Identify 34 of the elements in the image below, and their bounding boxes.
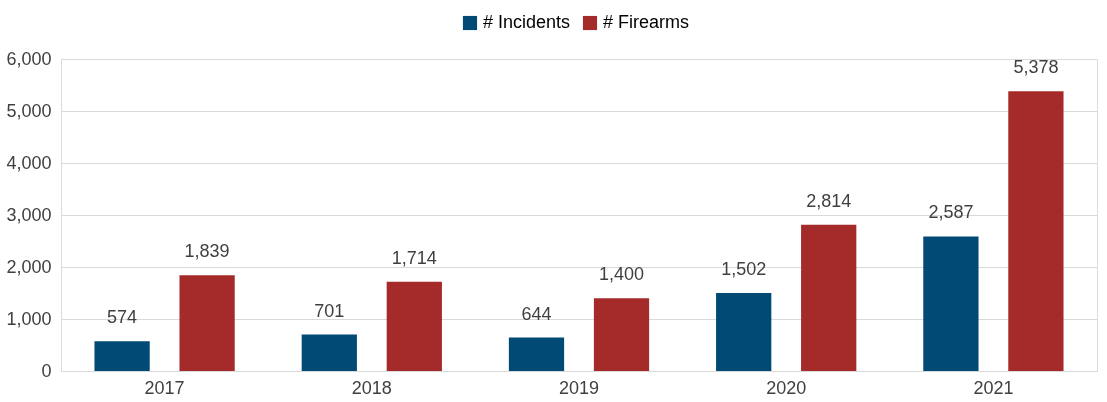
- data-label: 5,378: [1013, 57, 1059, 78]
- data-label: 644: [521, 303, 552, 324]
- x-tick-label: 2021: [973, 377, 1014, 398]
- bar: [923, 236, 979, 371]
- bar: [179, 275, 235, 371]
- bar: [716, 292, 772, 371]
- y-tick-label: 0: [41, 360, 52, 381]
- y-tick-label: 3,000: [6, 204, 52, 225]
- data-label: 2,814: [806, 190, 852, 211]
- data-label: 1,714: [391, 247, 437, 268]
- x-tick-label: 2017: [144, 377, 185, 398]
- legend-label: # Firearms: [603, 12, 690, 32]
- y-tick-label: 6,000: [6, 48, 52, 69]
- data-label: 701: [314, 300, 345, 321]
- bar: [508, 337, 565, 371]
- bar: [94, 341, 150, 371]
- data-label: 1,400: [598, 264, 645, 285]
- y-tick-label: 2,000: [6, 256, 52, 277]
- data-label: 574: [107, 307, 138, 328]
- x-tick-label: 2019: [558, 377, 600, 398]
- data-label: 1,502: [721, 258, 767, 279]
- bar: [801, 224, 857, 371]
- bar: [301, 334, 357, 371]
- y-tick-label: 4,000: [6, 152, 52, 173]
- x-tick-label: 2018: [351, 377, 392, 398]
- bar: [386, 281, 442, 371]
- y-tick-label: 5,000: [6, 100, 52, 121]
- data-label: 1,839: [184, 241, 230, 262]
- legend-label: # Incidents: [483, 12, 571, 32]
- y-tick-label: 1,000: [6, 308, 52, 329]
- x-tick-label: 2020: [766, 377, 807, 398]
- data-label: 2,587: [928, 202, 974, 223]
- bar: [593, 298, 650, 371]
- bar: [1008, 91, 1064, 371]
